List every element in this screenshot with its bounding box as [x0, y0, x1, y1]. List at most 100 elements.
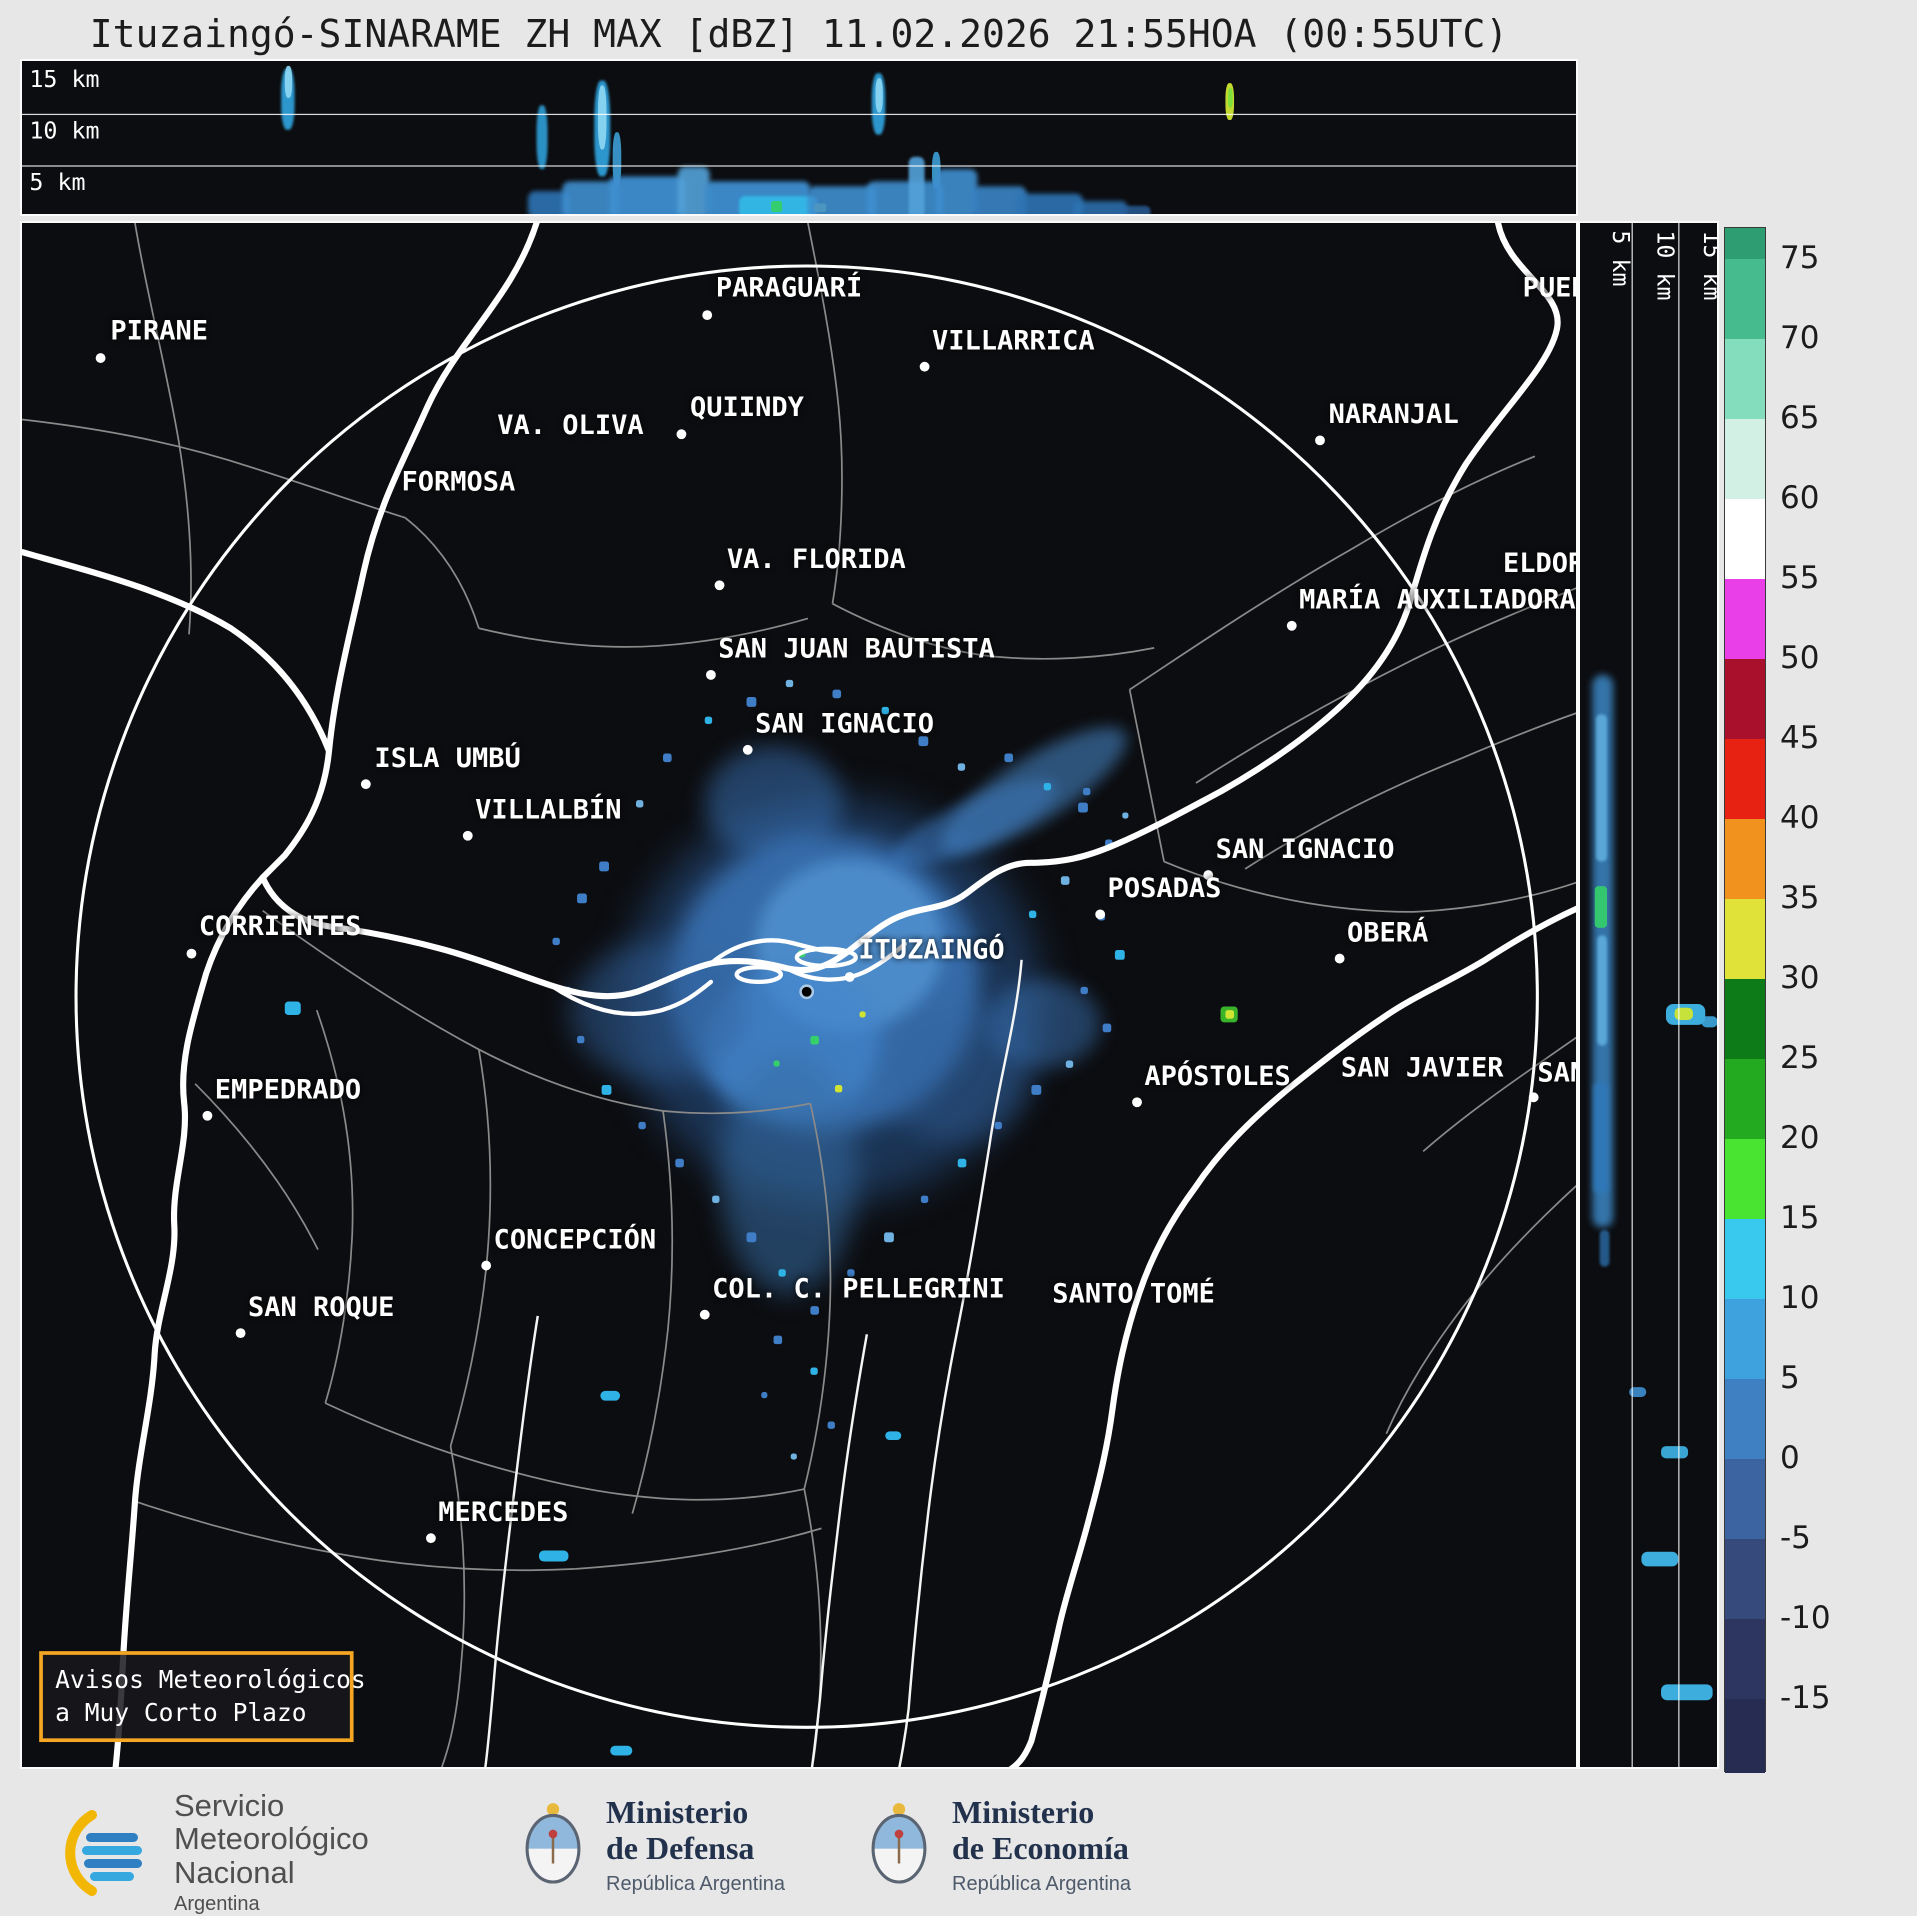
echo-speck	[957, 763, 966, 771]
echo-speck	[1065, 1060, 1074, 1068]
colorbar-tick-label: 60	[1780, 480, 1820, 516]
echo-cell	[677, 166, 710, 214]
city-dot	[1334, 953, 1345, 964]
range-ring	[74, 264, 1539, 1729]
city-dot	[426, 1533, 436, 1544]
colorbar-segment	[1725, 1299, 1765, 1379]
defensa-line-2: de Defensa	[606, 1829, 755, 1866]
echo-speck	[827, 1421, 835, 1429]
city-label: CORRIENTES	[198, 911, 362, 943]
city-dot	[742, 744, 753, 755]
echo-speck	[761, 1392, 768, 1399]
footer: Servicio Meteorológico Nacional Argentin…	[0, 1783, 1917, 1915]
altitude-axis-label: 15 km	[29, 65, 100, 93]
echo-cell	[1118, 205, 1151, 214]
colorbar-tick-label: 5	[1780, 1360, 1800, 1396]
defensa-wordmark: Ministerio de Defensa República Argentin…	[606, 1794, 785, 1896]
smn-logo-group: Servicio Meteorológico Nacional Argentin…	[58, 1789, 369, 1916]
defensa-logo-group: Ministerio de Defensa República Argentin…	[516, 1794, 785, 1896]
echo-speck	[636, 800, 644, 808]
colorbar-segment	[1725, 1459, 1765, 1539]
colorbar-segment	[1725, 1059, 1765, 1139]
city-label: SAN	[1537, 1058, 1576, 1089]
echo-speck	[1043, 782, 1052, 791]
colorbar-tick-label: 20	[1780, 1120, 1820, 1156]
echo-speck	[675, 1158, 684, 1168]
altitude-axis-label: 15 km	[1697, 230, 1719, 301]
economia-subtitle: República Argentina	[952, 1872, 1132, 1895]
cross-section-top-panel: 15 km 10 km 5 km	[20, 59, 1578, 216]
echo-speck	[920, 1195, 929, 1203]
city-dot	[705, 669, 716, 680]
echo-speck	[746, 1232, 757, 1243]
city-dot	[235, 1328, 246, 1339]
echo-blob	[704, 746, 843, 860]
echo-speck	[810, 1306, 819, 1315]
top-axis-labels: 15 km 10 km 5 km	[22, 61, 1576, 214]
altitude-gridline	[22, 165, 1576, 167]
city-label: VILLALBÍN	[475, 795, 622, 826]
echo-cell	[935, 169, 978, 214]
city-dot	[1528, 1092, 1539, 1103]
radar-site-marker	[801, 986, 812, 997]
echo-speck	[704, 716, 713, 725]
echo-speck	[1122, 812, 1129, 819]
echo-cell	[1016, 193, 1083, 214]
city-dot	[1132, 1097, 1142, 1108]
colorbar-segment	[1725, 659, 1765, 739]
city-label: CONCEPCIÓN	[493, 1225, 657, 1256]
top-echo-layer	[22, 61, 1576, 214]
smn-wordmark: Servicio Meteorológico Nacional Argentin…	[174, 1789, 369, 1916]
echo-speck	[577, 893, 587, 904]
colorbar-tick-label: 15	[1780, 1200, 1820, 1236]
colorbar-tick-label: -15	[1780, 1680, 1831, 1716]
warning-line-2: a Muy Corto Plazo	[55, 1697, 307, 1728]
city-label: VILLARRICA	[931, 326, 1095, 357]
city-dot	[702, 310, 713, 321]
echo-speck	[1078, 802, 1088, 813]
river-braids	[549, 938, 908, 1017]
colorbar-tick-label: 10	[1780, 1280, 1820, 1316]
colorbar-segment	[1725, 819, 1765, 899]
echo-cell	[527, 191, 570, 214]
colorbar-segment	[1725, 1139, 1765, 1219]
city-label: EMPEDRADO	[214, 1075, 362, 1106]
colorbar-segment	[1725, 259, 1765, 339]
city-dot	[202, 1110, 213, 1121]
echo-cell	[597, 85, 607, 150]
colorbar-tick-label: 55	[1780, 560, 1820, 596]
colorbar-tick-label: 35	[1780, 880, 1820, 916]
altitude-axis-label: 10 km	[1651, 230, 1679, 301]
city-label: VA. OLIVA	[497, 410, 644, 442]
echo-speck	[1028, 910, 1037, 919]
colorbar-segment	[1725, 1379, 1765, 1459]
colorbar-segment	[1725, 1699, 1765, 1773]
echo-speck	[785, 679, 794, 688]
echo-cell	[1227, 88, 1233, 108]
echo-speck	[778, 1269, 786, 1277]
colorbar-segment	[1725, 1219, 1765, 1299]
colorbar-segment	[1725, 339, 1765, 419]
echo-speck	[773, 1060, 780, 1067]
echo-speck	[712, 1195, 720, 1203]
city-dot	[699, 1309, 710, 1320]
colorbar-tick-label: -5	[1780, 1520, 1811, 1556]
colorbar-tick-label: 75	[1780, 240, 1820, 276]
side-axis-labels: 5 km 10 km 15 km	[1580, 223, 1719, 1767]
echo-speck	[1031, 1085, 1042, 1095]
echo-speck	[810, 1035, 819, 1045]
echo-speck	[832, 689, 842, 699]
smn-line-2: Meteorológico	[174, 1821, 369, 1857]
colorbar-tick-label: 40	[1780, 800, 1820, 836]
echo-speck	[746, 697, 757, 707]
echo-cell	[1661, 1684, 1713, 1701]
city-dot	[1286, 620, 1297, 631]
echo-speck	[1102, 1023, 1112, 1033]
echo-cell	[1597, 935, 1608, 1046]
echo-blob	[600, 1390, 621, 1401]
city-dot	[676, 429, 687, 440]
echo-cell	[908, 156, 925, 214]
smn-line-1: Servicio	[174, 1788, 285, 1823]
altitude-axis-label: 5 km	[1607, 230, 1635, 287]
